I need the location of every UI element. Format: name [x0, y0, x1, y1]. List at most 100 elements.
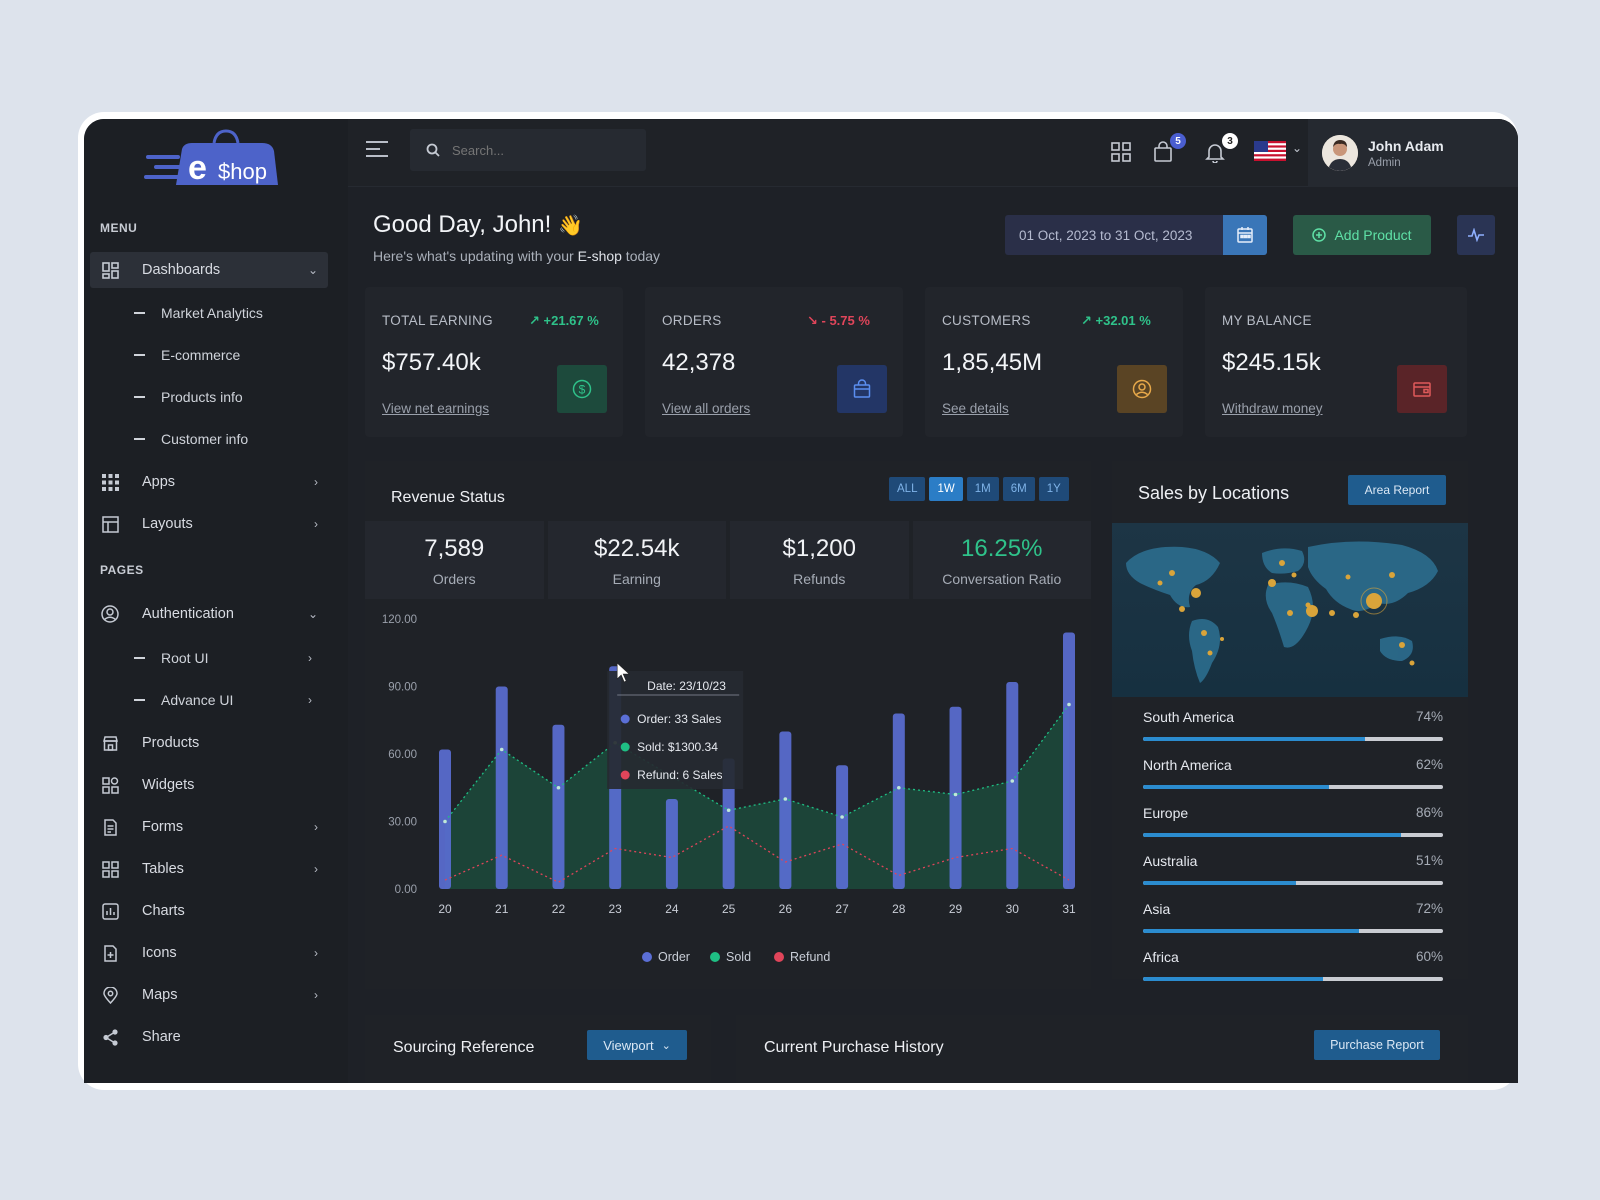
legend-label: Order: [658, 950, 690, 964]
sidebar-item-label: Apps: [142, 474, 176, 490]
card-total-earning: TOTAL EARNING ↗ +21.67 % $757.40k View n…: [365, 287, 623, 437]
x-tick-label: 28: [892, 902, 906, 916]
calendar-icon[interactable]: [1223, 215, 1267, 255]
range-1m-button[interactable]: 1M: [966, 477, 999, 501]
sidebar-item-label: Widgets: [142, 777, 195, 793]
card-change: ↗ +21.67 %: [529, 313, 599, 328]
stat-label: Conversation Ratio: [942, 571, 1062, 587]
view-net-earnings-link[interactable]: View net earnings: [382, 401, 490, 416]
range-6m-button[interactable]: 6M: [1002, 477, 1035, 501]
location-percent: 86%: [1415, 805, 1443, 820]
sourcing-title: Sourcing Reference: [393, 1039, 535, 1056]
cart-icon[interactable]: 5: [1152, 133, 1186, 165]
x-tick-label: 30: [1006, 902, 1020, 916]
y-tick-label: 60.00: [388, 749, 417, 761]
location-progress-bar: [1143, 929, 1443, 933]
sidebar-subitem-label: Root UI: [161, 650, 209, 666]
file-plus-icon: [100, 943, 120, 963]
menu-section-title: MENU: [100, 221, 138, 235]
order-bar: [552, 724, 565, 889]
chevron-right-icon: ›: [308, 693, 312, 707]
location-progress-bar: [1143, 833, 1443, 837]
sidebar-item-charts[interactable]: Charts: [90, 893, 328, 929]
sold-point: [1067, 702, 1071, 707]
sidebar-item-widgets[interactable]: Widgets: [90, 767, 328, 803]
withdraw-money-link[interactable]: Withdraw money: [1222, 401, 1323, 416]
menu-toggle-icon[interactable]: [366, 141, 388, 161]
chart-tooltip: [607, 671, 744, 789]
order-bar: [892, 713, 905, 889]
range-1y-button[interactable]: 1Y: [1038, 477, 1069, 501]
see-details-link[interactable]: See details: [942, 401, 1009, 416]
viewport-dropdown[interactable]: Viewport ⌄: [587, 1030, 687, 1060]
sidebar-item-layouts[interactable]: Layouts ›: [90, 506, 328, 542]
chevron-down-icon: ⌄: [307, 607, 318, 621]
sidebar-subitem-customer-info[interactable]: Customer info: [134, 424, 328, 454]
chevron-right-icon: ›: [314, 988, 318, 1002]
brand-logo[interactable]: e $hop: [144, 129, 284, 189]
tooltip-dot: [620, 742, 630, 752]
card-value: 42,378: [662, 349, 736, 376]
sidebar-subitem-label: E-commerce: [161, 347, 241, 363]
notification-badge: 3: [1222, 133, 1238, 149]
sidebar-item-icons[interactable]: Icons ›: [90, 935, 328, 971]
order-bar: [1006, 682, 1019, 889]
view-all-orders-link[interactable]: View all orders: [662, 401, 751, 416]
y-tick-label: 120.00: [382, 614, 417, 626]
stat-orders: 7,589 Orders: [365, 521, 544, 599]
tooltip-row: Sold: $1300.34: [637, 740, 718, 754]
add-product-label: Add Product: [1334, 227, 1412, 243]
sidebar-item-label: Layouts: [142, 516, 193, 532]
sidebar-item-share[interactable]: Share: [90, 1019, 328, 1055]
x-tick-label: 22: [552, 902, 566, 916]
sidebar-item-label: Dashboards: [142, 262, 221, 278]
location-name: Australia: [1143, 853, 1198, 869]
location-row: Africa 60%: [1143, 949, 1443, 981]
search-icon: [426, 143, 440, 157]
sidebar-item-maps[interactable]: Maps ›: [90, 977, 328, 1013]
revenue-stats: 7,589 Orders $22.54k Earning $1,200 Refunds…: [365, 521, 1091, 599]
page-subtitle: Here's what's updating with your E-shop …: [373, 248, 661, 264]
legend-dot: [774, 952, 784, 962]
language-selector[interactable]: ⌄: [1254, 141, 1304, 165]
sidebar-subitem-label: Products info: [161, 389, 243, 405]
sidebar-item-apps[interactable]: Apps ›: [90, 464, 328, 500]
date-range-picker[interactable]: 01 Oct, 2023 to 31 Oct, 2023: [1005, 215, 1267, 255]
bell-icon[interactable]: 3: [1204, 133, 1238, 165]
search-box: [410, 129, 646, 171]
sold-point: [443, 819, 447, 824]
x-tick-label: 25: [722, 902, 736, 916]
sidebar-item-forms[interactable]: Forms ›: [90, 809, 328, 845]
sidebar-subitem-products-info[interactable]: Products info: [134, 382, 328, 412]
sidebar-subitem-root-ui[interactable]: Root UI ›: [134, 643, 328, 673]
sidebar-subitem-ecommerce[interactable]: E-commerce: [134, 340, 328, 370]
card-value: $757.40k: [382, 349, 481, 376]
x-tick-label: 20: [438, 902, 452, 916]
location-name: Europe: [1143, 805, 1189, 821]
sidebar-item-tables[interactable]: Tables ›: [90, 851, 328, 887]
sidebar-item-dashboards[interactable]: Dashboards ⌄: [90, 252, 328, 288]
x-tick-label: 21: [495, 902, 509, 916]
range-all-button[interactable]: ALL: [889, 477, 926, 501]
tooltip-row: Order: 33 Sales: [637, 712, 721, 726]
sold-point: [953, 792, 958, 797]
chevron-right-icon: ›: [314, 820, 318, 834]
sidebar-subitem-market-analytics[interactable]: Market Analytics: [134, 298, 328, 328]
range-1w-button[interactable]: 1W: [929, 477, 963, 501]
sidebar-item-products[interactable]: Products: [90, 725, 328, 761]
user-menu[interactable]: John Adam Admin: [1308, 119, 1518, 187]
purchase-report-button[interactable]: Purchase Report: [1314, 1030, 1440, 1060]
apps-grid-icon[interactable]: [1110, 141, 1134, 165]
add-product-button[interactable]: Add Product: [1293, 215, 1431, 255]
tooltip-dot: [620, 770, 630, 780]
stat-label: Orders: [432, 571, 476, 587]
location-percent: 72%: [1415, 901, 1443, 916]
search-input[interactable]: [452, 142, 622, 158]
stat-value: $1,200: [782, 535, 856, 562]
sidebar-item-authentication[interactable]: Authentication ⌄: [90, 596, 328, 632]
activity-button[interactable]: [1457, 215, 1495, 255]
area-report-button[interactable]: Area Report: [1348, 475, 1446, 505]
location-percent: 62%: [1415, 757, 1443, 772]
sidebar-subitem-advance-ui[interactable]: Advance UI ›: [134, 685, 328, 715]
world-map[interactable]: [1112, 523, 1468, 697]
